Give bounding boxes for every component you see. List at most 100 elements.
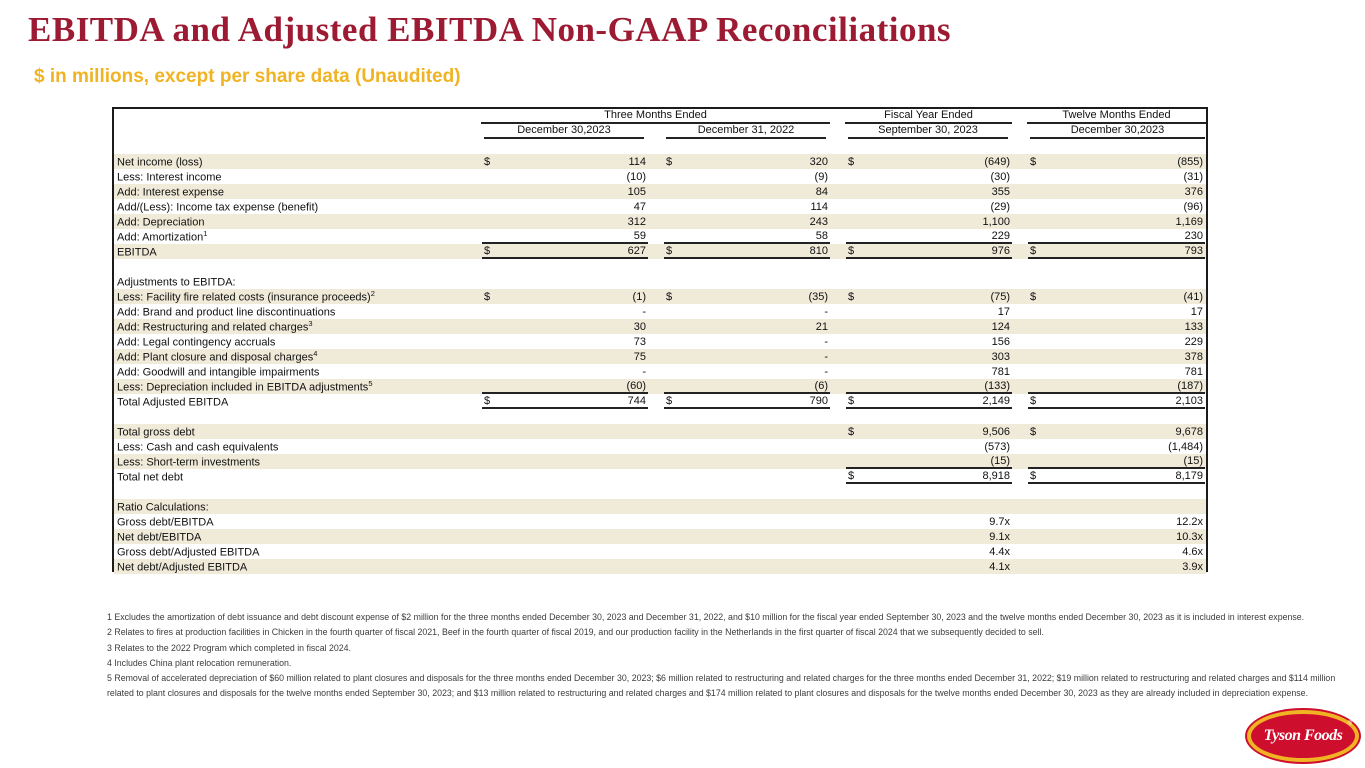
cell-value: -	[642, 305, 646, 318]
cell-value: (573)	[984, 440, 1010, 453]
row-label: Add/(Less): Income tax expense (benefit)	[114, 199, 478, 214]
table-cell: 156	[842, 334, 1024, 349]
cell-value: (15)	[990, 454, 1010, 467]
footnote-marker: 5	[368, 379, 373, 389]
table-cell: -	[660, 334, 842, 349]
cell-value: 1,169	[1175, 215, 1203, 228]
table-cell	[660, 259, 842, 274]
table-row: Add/(Less): Income tax expense (benefit)…	[114, 199, 1206, 214]
row-label: Ratio Calculations:	[114, 499, 478, 514]
cell-value: 781	[1184, 365, 1203, 378]
table-cell: $ 9,506	[842, 424, 1024, 439]
table-cell	[842, 484, 1024, 499]
cell-value: 9,506	[982, 425, 1010, 438]
table-row: Less: Depreciation included in EBITDA ad…	[114, 379, 1206, 394]
cell-inner: $ (35)	[664, 289, 830, 304]
row-label: Net debt/Adjusted EBITDA	[114, 559, 478, 574]
footnote-marker: 1	[203, 229, 208, 239]
cell-value: -	[824, 365, 828, 378]
cell-inner: $ 8,179	[1028, 469, 1205, 484]
cell-value: (60)	[626, 379, 646, 392]
cell-inner: 355	[846, 184, 1012, 199]
cell-inner: (60)	[482, 379, 648, 394]
dollar-sign: $	[848, 155, 855, 168]
cell-value: 744	[627, 394, 646, 407]
cell-inner: $ (649)	[846, 154, 1012, 169]
cell-inner	[846, 499, 1012, 514]
table-row: Net debt/Adjusted EBITDA 4.1x 3.9x	[114, 559, 1206, 574]
table-row: Add: Amortization1 59 58 229 230	[114, 229, 1206, 244]
table-cell: 58	[660, 229, 842, 244]
cell-value: (9)	[814, 170, 828, 183]
cell-value: 133	[1184, 320, 1203, 333]
cell-inner: 230	[1028, 229, 1205, 244]
cell-value: 2,149	[982, 394, 1010, 407]
cell-value: (133)	[984, 379, 1010, 392]
cell-value: (10)	[626, 170, 646, 183]
footnote: 3 Relates to the 2022 Program which comp…	[107, 642, 352, 653]
table-cell: 124	[842, 319, 1024, 334]
cell-inner: 75	[482, 349, 648, 364]
table-cell: 17	[1024, 304, 1206, 319]
cell-inner: (133)	[846, 379, 1012, 394]
row-label: Gross debt/EBITDA	[114, 514, 478, 529]
cell-value: 75	[633, 350, 646, 363]
table-cell: 47	[478, 199, 660, 214]
table-cell: 3.9x	[1024, 559, 1206, 574]
cell-value: 376	[1184, 185, 1203, 198]
cell-value: (1)	[632, 290, 646, 303]
row-label-text: Add: Depreciation	[117, 216, 205, 229]
table-row: Add: Interest expense 105 84 355 376	[114, 184, 1206, 199]
column-group-label: Twelve Months Ended	[1027, 109, 1206, 124]
cell-inner: 229	[846, 229, 1012, 244]
cell-value: 4.4x	[989, 545, 1010, 558]
table-row: Adjustments to EBITDA:	[114, 274, 1206, 289]
cell-value: 230	[1184, 229, 1203, 242]
reconciliation-table: Three Months Ended Fiscal Year Ended Twe…	[112, 107, 1208, 574]
cell-value: 105	[627, 185, 646, 198]
table-cell: 30	[478, 319, 660, 334]
table-cell: 21	[660, 319, 842, 334]
cell-value: 312	[627, 215, 646, 228]
cell-value: 627	[627, 244, 646, 257]
cell-value: 156	[991, 335, 1010, 348]
table-cell: (15)	[1024, 454, 1206, 469]
cell-inner	[846, 409, 1012, 424]
cell-inner	[664, 274, 830, 289]
cell-inner: $ 9,678	[1028, 424, 1205, 439]
cell-inner	[664, 439, 830, 454]
table-cell	[660, 139, 842, 154]
cell-inner: 312	[482, 214, 648, 229]
table-cell	[660, 514, 842, 529]
table-cell	[660, 469, 842, 484]
table-row: Total net debt $ 8,918 $ 8,179	[114, 469, 1206, 484]
cell-inner: (15)	[1028, 454, 1205, 469]
cell-value: 303	[991, 350, 1010, 363]
table-cell: (9)	[660, 169, 842, 184]
cell-inner: $ 8,918	[846, 469, 1012, 484]
table-cell	[1024, 274, 1206, 289]
table-cell: (187)	[1024, 379, 1206, 394]
logo-oval: Tyson Foods ®	[1247, 710, 1359, 762]
table-cell	[660, 424, 842, 439]
table-cell: $ 627	[478, 244, 660, 259]
table-cell: $ 790	[660, 394, 842, 409]
cell-inner	[1028, 259, 1205, 274]
cell-inner: 9.1x	[846, 529, 1012, 544]
row-label-text: Add: Plant closure and disposal charges	[117, 351, 314, 364]
cell-inner	[482, 484, 648, 499]
cell-value: 84	[815, 185, 828, 198]
table-cell: 9.1x	[842, 529, 1024, 544]
table-cell: $ (35)	[660, 289, 842, 304]
column-header: December 31, 2022	[660, 124, 842, 139]
table-cell: $ 2,149	[842, 394, 1024, 409]
dollar-sign: $	[666, 155, 673, 168]
cell-value: (855)	[1177, 155, 1203, 168]
cell-inner: (1,484)	[1028, 439, 1205, 454]
table-cell: -	[478, 304, 660, 319]
table-cell: $ 810	[660, 244, 842, 259]
row-label-text: Total Adjusted EBITDA	[117, 396, 229, 409]
footnote-marker: 3	[308, 319, 313, 329]
cell-inner: 156	[846, 334, 1012, 349]
cell-inner: 229	[1028, 334, 1205, 349]
